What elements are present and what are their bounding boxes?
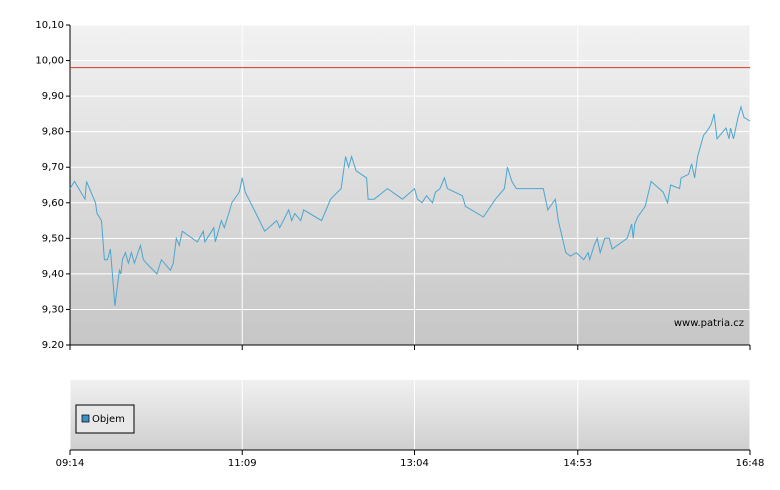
y-tick-label: 9,80 — [42, 127, 64, 138]
x-tick-label: 16:48 — [736, 458, 765, 469]
y-tick-label: 10,00 — [35, 56, 64, 67]
y-tick-label: 9.20 — [42, 340, 64, 351]
x-tick-label: 09:14 — [56, 458, 85, 469]
plot-area — [70, 25, 750, 345]
legend-swatch — [81, 414, 90, 423]
y-tick-label: 9,40 — [42, 269, 64, 280]
price-line — [69, 104, 751, 306]
volume-plot-area — [70, 380, 750, 450]
y-tick-label: 9,70 — [42, 162, 64, 173]
y-tick-label: 9,30 — [42, 304, 64, 315]
x-tick-label: 13:04 — [400, 458, 429, 469]
x-tick-label: 11:09 — [228, 458, 257, 469]
watermark: www.patria.cz — [674, 318, 744, 329]
y-tick-label: 9,60 — [42, 198, 64, 209]
x-tick-label: 14:53 — [563, 458, 592, 469]
y-tick-label: 10,10 — [35, 20, 64, 31]
y-tick-label: 9,50 — [42, 233, 64, 244]
y-tick-label: 9,90 — [42, 91, 64, 102]
legend-label: Objem — [92, 414, 125, 425]
